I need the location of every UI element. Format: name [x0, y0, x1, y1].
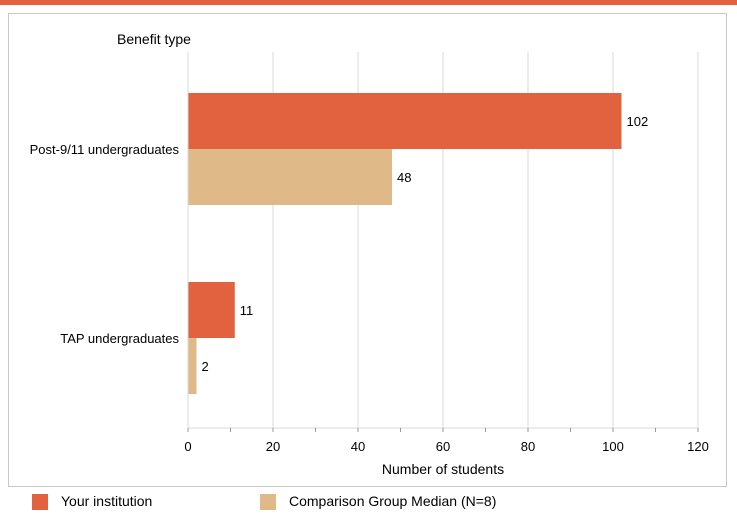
x-tick-label-120: 120 [687, 439, 709, 454]
category-axis-title: Benefit type [117, 31, 191, 47]
accent-rule [0, 0, 737, 5]
bar-comparison-0 [188, 149, 392, 205]
category-label-0: Post-9/11 undergraduates [30, 142, 180, 157]
x-tick-label-20: 20 [266, 439, 280, 454]
x-axis-title: Number of students [382, 461, 504, 477]
data-label-your-institution-0: 102 [627, 114, 649, 129]
legend-label-comparison: Comparison Group Median (N=8) [289, 493, 497, 509]
x-tick-label-100: 100 [602, 439, 624, 454]
bar-your-institution-1 [188, 282, 235, 338]
category-label-1: TAP undergraduates [60, 331, 179, 346]
data-label-your-institution-1: 11 [240, 303, 254, 318]
bar-chart: 102 48 11 2 Post-9/11 undergraduates TAP und… [30, 31, 709, 477]
legend-swatch-comparison [260, 494, 276, 510]
legend-swatch-your-institution [32, 494, 48, 510]
data-label-comparison-0: 48 [397, 170, 411, 185]
legend-label-your-institution: Your institution [61, 493, 153, 509]
bar-your-institution-0 [188, 93, 622, 149]
data-label-comparison-1: 2 [202, 359, 209, 374]
x-tick-label-0: 0 [184, 439, 191, 454]
x-tick-label-60: 60 [436, 439, 450, 454]
x-tick-label-80: 80 [521, 439, 535, 454]
legend: Your institution Comparison Group Median… [8, 487, 727, 516]
bar-comparison-1 [188, 338, 197, 394]
chart-frame [8, 13, 727, 487]
x-tick-label-40: 40 [351, 439, 365, 454]
